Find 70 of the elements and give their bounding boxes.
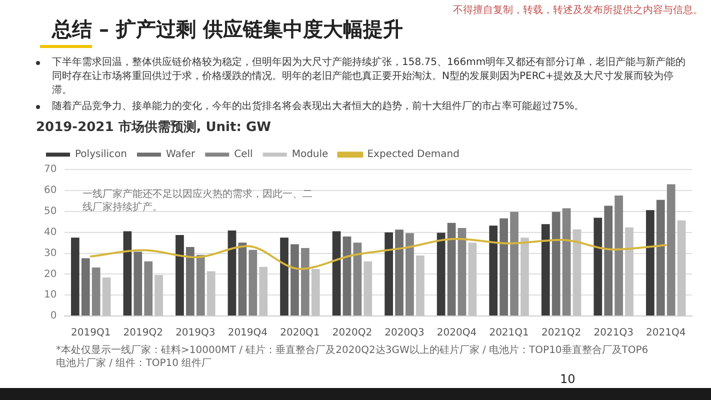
bar bbox=[646, 210, 654, 316]
bar bbox=[594, 218, 602, 316]
bar bbox=[353, 242, 362, 316]
bar bbox=[81, 258, 90, 316]
bar bbox=[384, 232, 393, 316]
bar bbox=[458, 228, 466, 316]
bar bbox=[510, 212, 518, 316]
bar bbox=[290, 244, 299, 316]
x-tick-label: 2020Q3 bbox=[384, 328, 424, 339]
legend-label: Cell bbox=[234, 149, 253, 160]
bar bbox=[666, 184, 676, 316]
bar bbox=[332, 231, 341, 316]
bar bbox=[406, 233, 414, 316]
text: 不得擅自复制，转载，转述及发布所提供之内容与信息。 bbox=[453, 4, 703, 17]
bar bbox=[489, 226, 498, 316]
y-tick-label: 30 bbox=[44, 248, 57, 259]
chart-title: 总结 – 扩产过剩 供应链集中度大幅提升 bbox=[52, 16, 403, 43]
legend-label: Polysilicon bbox=[75, 149, 127, 160]
x-tick-label: 2019Q2 bbox=[123, 328, 163, 339]
chart-subtitle: 2019-2021 市场供需预测, Unit: GW bbox=[36, 119, 271, 136]
bar bbox=[144, 261, 153, 316]
x-tick-label: 2019Q1 bbox=[71, 328, 111, 339]
bar bbox=[134, 252, 142, 316]
bar bbox=[447, 222, 456, 316]
bar bbox=[123, 231, 132, 316]
annotation: 一线厂家产能还不足以因应火热的需求，因此一、二线厂家持续扩产。 bbox=[82, 188, 313, 214]
bar bbox=[92, 267, 100, 316]
y-tick-label: 50 bbox=[44, 206, 57, 218]
x-tick-label: 2019Q3 bbox=[176, 328, 216, 339]
x-tick-label: 2021Q1 bbox=[489, 328, 529, 339]
x-tick-label: 2020Q1 bbox=[280, 328, 320, 339]
bar bbox=[541, 224, 550, 316]
bar bbox=[656, 200, 665, 316]
bar bbox=[280, 238, 288, 316]
legend-label: Wafer bbox=[166, 149, 196, 160]
text: 下半年需求回温，整体供应链价格较为稳定，但明年因为大尺寸产能持续扩张，158.75、166mm明年又都还有部分订单，老旧产能与新产能的同时存在让市场将重回供过于求，价格缓跌的情况。明年的老旧产能也真正要开始淘汰。N型的发展则因为PERC+提效及大尺寸发展而较为停滞。 bbox=[52, 56, 686, 98]
x-tick-label: 2021Q3 bbox=[594, 328, 634, 339]
x-tick-label: 2020Q2 bbox=[332, 328, 372, 339]
bar bbox=[604, 206, 613, 316]
x-tick-label: 2021Q4 bbox=[646, 328, 686, 339]
y-tick-label: 60 bbox=[44, 185, 57, 196]
x-tick-label: 2020Q4 bbox=[436, 328, 477, 339]
legend-label: Module bbox=[292, 149, 328, 160]
bar bbox=[342, 236, 352, 316]
bar bbox=[186, 246, 194, 316]
bar bbox=[196, 254, 205, 316]
bar bbox=[228, 230, 236, 316]
bar bbox=[395, 230, 404, 316]
bar bbox=[238, 242, 247, 316]
bar bbox=[301, 248, 310, 316]
legend-label: Expected Demand bbox=[367, 149, 460, 160]
y-tick-label: 0 bbox=[50, 310, 57, 322]
y-tick-label: 10 bbox=[44, 290, 57, 301]
x-tick-label: 2019Q4 bbox=[228, 328, 268, 339]
bar bbox=[552, 212, 560, 316]
x-tick-label: 2021Q2 bbox=[541, 328, 582, 339]
bar bbox=[176, 235, 184, 316]
y-tick-label: 20 bbox=[44, 268, 57, 280]
bar bbox=[436, 232, 446, 316]
text: 10 bbox=[560, 372, 576, 386]
y-tick-label: 70 bbox=[44, 164, 57, 176]
bar bbox=[248, 250, 258, 316]
text: 随着产品竞争力、接单能力的变化，今年的出货排名将会表现出大者恒大的趋势，前十大组件厂的市占率可能超过75%。 bbox=[52, 100, 584, 114]
bar bbox=[71, 238, 80, 316]
text: *本处仅显示一线厂家：硅料>10000MT / 硅片：垂直整合厂及2020Q2达3GW以上的硅片厂家 / 电池片：TOP10垂直整合厂及TOP6电池片厂家 / 组件：TOP10 组件厂 bbox=[56, 344, 650, 370]
y-tick-label: 40 bbox=[44, 226, 57, 238]
bar bbox=[500, 218, 508, 316]
line-series bbox=[90, 238, 667, 270]
bar bbox=[562, 208, 571, 316]
bar bbox=[614, 196, 623, 316]
